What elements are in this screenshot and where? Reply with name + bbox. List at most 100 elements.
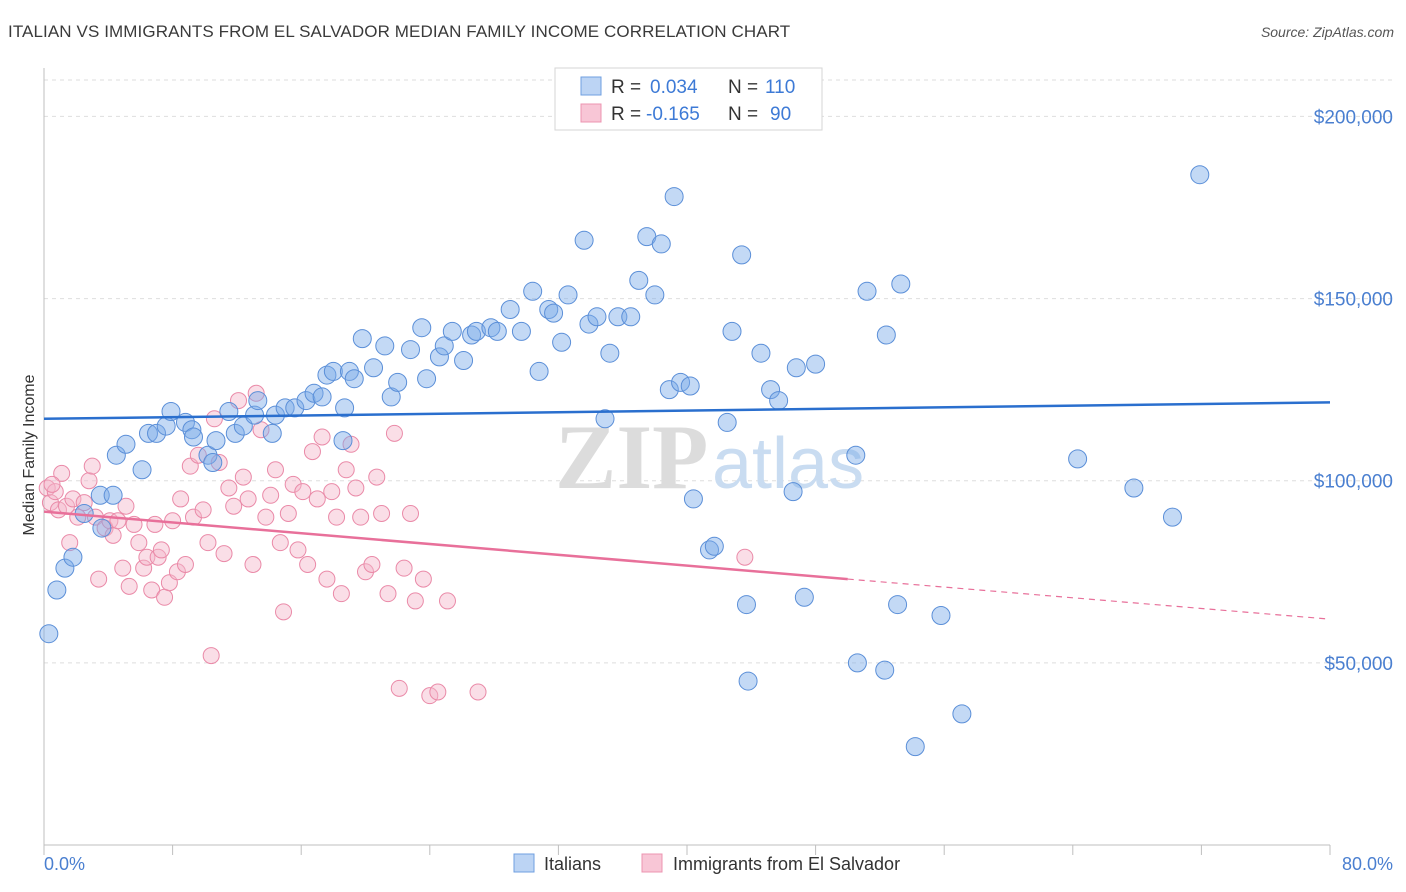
data-point [388,372,408,392]
data-point [769,391,789,411]
data-point [117,497,135,515]
data-point [421,687,439,705]
data-point [401,340,421,360]
correlation-legend: R = 0.034 N = 110 R = -0.165 N = 90 [554,67,823,131]
data-point [152,541,170,559]
data-point [109,512,127,530]
data-point [135,559,153,577]
x-tick-label: 80.0% [1342,854,1393,874]
data-point [738,671,758,691]
data-point [736,548,754,566]
data-point [262,423,282,443]
data-point [794,587,814,607]
data-point [303,443,321,461]
data-point [390,679,408,697]
data-point [664,187,684,207]
data-point [846,445,866,465]
data-point [116,434,136,454]
data-point [717,412,737,432]
legend-n-label: N = [728,104,758,125]
data-point [225,497,243,515]
data-point [558,285,578,305]
data-point [247,384,265,402]
data-point [481,318,501,338]
data-point [523,281,543,301]
data-point [248,391,268,411]
data-point [952,704,972,724]
data-point [146,515,164,533]
series-el-salvador [38,384,754,705]
legend-swatch-el-salvador [580,103,602,123]
y-tick-label: $100,000 [1314,472,1393,493]
data-point [289,541,307,559]
legend-r-label: R = [611,104,641,125]
data-point [147,423,167,443]
data-point [434,336,454,356]
data-point [182,420,202,440]
data-point [132,460,152,480]
data-point [402,505,420,522]
data-point [279,505,297,522]
data-point [438,592,456,610]
data-point [90,570,108,588]
data-point [352,329,372,349]
data-point [308,490,326,508]
data-point [375,336,395,356]
data-point [412,318,432,338]
legend-r-value: 0.034 [650,77,698,98]
data-point [61,534,79,552]
data-point [1124,478,1144,498]
data-point [138,423,158,443]
data-point [206,431,226,451]
data-point [1190,165,1210,185]
data-point [83,457,101,475]
trend-line-italians [43,401,1331,421]
data-point [219,402,239,421]
legend-r-value: -0.165 [646,104,700,125]
data-point [875,660,895,680]
data-point [363,556,381,573]
chart-title: ITALIAN VS IMMIGRANTS FROM EL SALVADOR M… [8,22,791,41]
data-point [271,534,289,552]
data-point [63,547,83,567]
data-point [529,361,549,381]
data-point [294,483,312,501]
data-point [751,343,771,363]
data-point [671,372,691,392]
series-italians [39,165,1210,757]
legend-swatch-italians [580,76,602,96]
data-point [722,321,742,341]
data-point [732,245,752,265]
data-point [783,482,803,502]
data-point [318,570,336,588]
data-point [220,479,238,497]
data-point [876,325,896,345]
data-point [92,518,112,538]
data-point [106,445,126,465]
y-tick-label: $200,000 [1314,107,1393,128]
y-axis-title: Median Family Income [21,374,38,535]
data-point [552,332,572,352]
data-point [47,580,67,600]
data-point [244,556,262,573]
data-point [215,545,233,563]
data-point [266,461,284,479]
data-point [205,410,223,428]
data-point [621,307,641,327]
data-point [275,603,293,621]
data-point [239,490,257,508]
data-point [176,556,194,573]
data-point [312,387,332,407]
data-point [1068,449,1088,469]
data-point [313,428,331,446]
data-point [395,559,413,577]
data-point [786,358,806,378]
data-point [888,595,908,615]
data-point [43,475,61,493]
data-point [429,683,447,701]
x-tick-label: 0.0% [44,854,85,874]
data-point [296,391,316,411]
data-point [736,595,756,615]
data-point [225,423,245,443]
data-point [500,300,520,319]
